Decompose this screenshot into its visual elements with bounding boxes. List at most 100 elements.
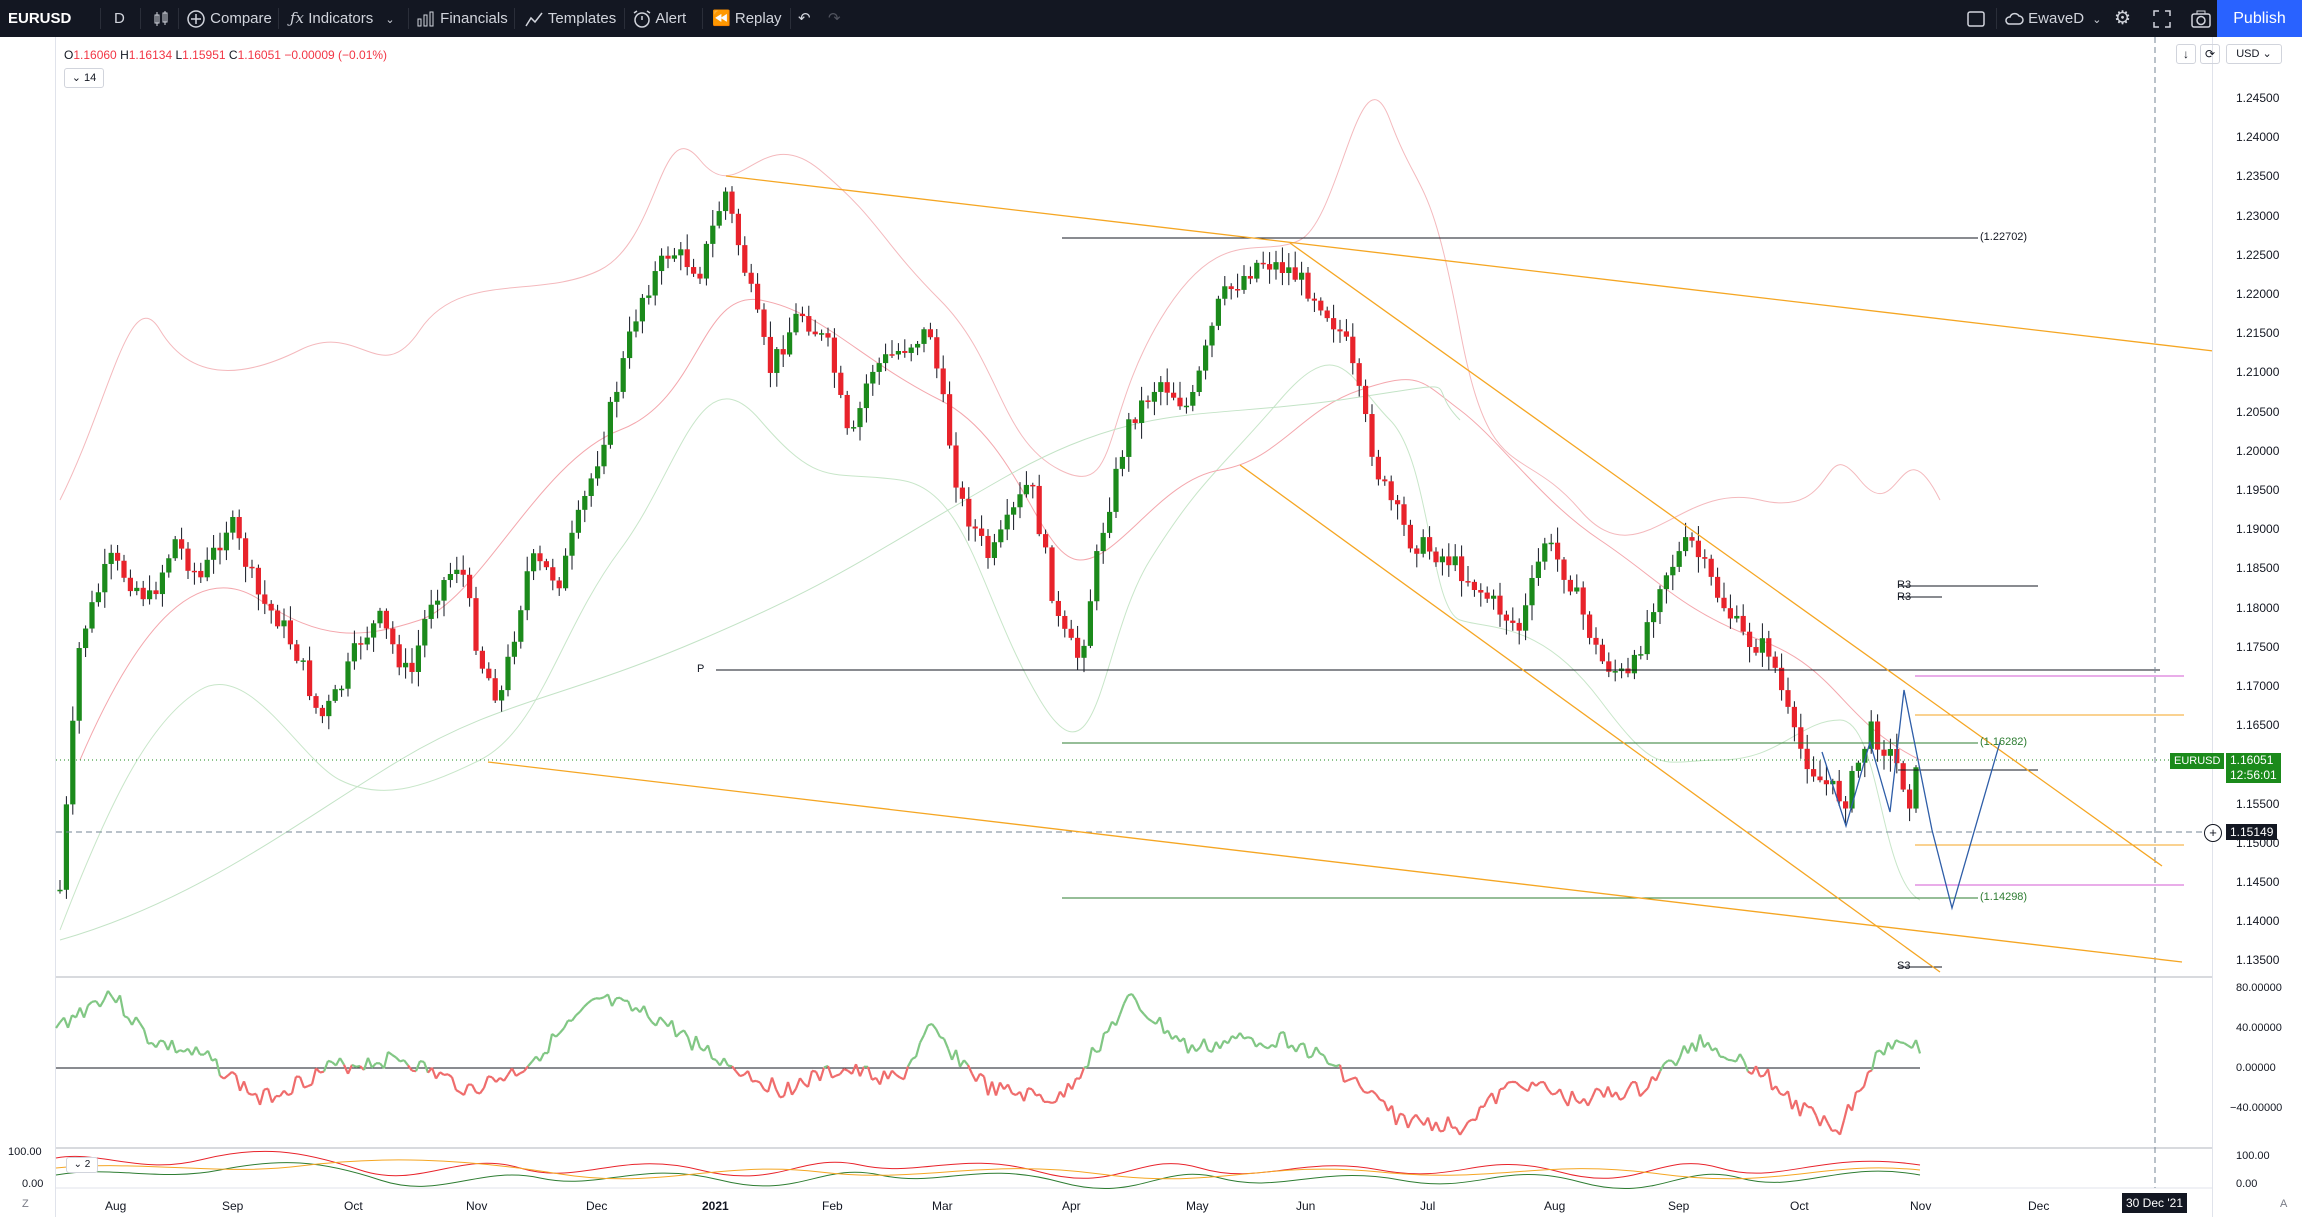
rsi-segment	[931, 1023, 937, 1030]
rsi-segment	[1022, 1087, 1030, 1102]
rsi-segment	[1499, 1087, 1505, 1091]
add-alert-button[interactable]: +	[2204, 824, 2222, 842]
undo-button[interactable]: ↶	[798, 0, 811, 37]
snapshot-button[interactable]	[2190, 0, 2212, 37]
rsi-segment	[163, 1040, 169, 1051]
stoch-collapse-button[interactable]: ⌄ 2	[66, 1157, 98, 1173]
rsi-segment	[1575, 1099, 1581, 1105]
candle-body	[479, 650, 485, 669]
price-axis[interactable]	[2212, 37, 2302, 1217]
time-tick: Sep	[222, 1199, 244, 1213]
candle-body	[492, 678, 498, 701]
stoch-group	[55, 1150, 1921, 1190]
templates-label: Templates	[547, 10, 617, 27]
rsi-segment	[858, 1066, 866, 1077]
rsi-segment	[447, 1073, 453, 1079]
candle-body	[390, 628, 396, 645]
candle-body	[1273, 262, 1279, 270]
candle-body	[863, 383, 869, 409]
redo-icon: ↷	[828, 10, 841, 27]
rsi-segment	[1379, 1098, 1385, 1103]
indicators-button[interactable]: ƒx Indicators ⌄	[290, 0, 395, 37]
rsi-segment	[1507, 1080, 1513, 1084]
symbol-search-button[interactable]: EURUSD	[8, 0, 71, 37]
candle-body	[422, 618, 428, 646]
candle-body	[467, 574, 473, 599]
rsi-segment	[1247, 1036, 1253, 1040]
candle-body	[1369, 414, 1375, 457]
time-tick: May	[1186, 1199, 1209, 1213]
rsi-segment	[242, 1080, 250, 1094]
time-tick: Aug	[1544, 1199, 1566, 1213]
currency-select[interactable]: USD ⌄	[2226, 44, 2282, 64]
timezone-button[interactable]: Z	[22, 1198, 29, 1210]
reset-view-button[interactable]: ⟳	[2200, 44, 2220, 64]
rsi-segment	[755, 1079, 761, 1084]
rsi-segment	[1051, 1100, 1057, 1105]
candle-body	[1465, 581, 1471, 583]
rsi-segment	[254, 1093, 262, 1106]
rsi-segment	[811, 1069, 817, 1073]
rsi-segment	[922, 1024, 930, 1036]
rsi-segment	[1842, 1104, 1850, 1121]
redo-button[interactable]: ↷	[828, 0, 841, 37]
rsi-segment	[914, 1042, 922, 1058]
candle-body	[876, 363, 882, 372]
legend-open: 1.16060	[73, 48, 117, 62]
interval-button[interactable]: D	[114, 0, 125, 37]
candle-body	[1663, 575, 1669, 590]
auto-scale-button[interactable]: A	[2280, 1198, 2287, 1210]
scroll-down-button[interactable]: ↓	[2176, 44, 2196, 64]
fullscreen-layout-button[interactable]	[1966, 0, 1986, 37]
rsi-segment	[1463, 1121, 1469, 1130]
candle-body	[1203, 345, 1209, 371]
rsi-segment	[1786, 1090, 1794, 1110]
fullscreen-button[interactable]	[2152, 0, 2172, 37]
candle-body	[582, 495, 588, 510]
compare-button[interactable]: Compare	[186, 0, 272, 37]
publish-button[interactable]: Publish	[2217, 0, 2302, 37]
rsi-segment	[227, 1071, 233, 1077]
candle-body	[1318, 300, 1324, 311]
rsi-segment	[782, 1081, 790, 1097]
templates-button[interactable]: Templates	[524, 0, 616, 37]
chevron-down-icon: ⌄	[73, 1159, 83, 1170]
rsi-segment	[971, 1073, 977, 1083]
rsi-segment	[919, 1034, 925, 1044]
candle-body	[1567, 579, 1573, 592]
rsi-segment	[351, 1063, 357, 1068]
candle-body	[550, 567, 556, 581]
rsi-segment	[1175, 1035, 1181, 1043]
rsi-segment	[982, 1076, 990, 1096]
rsi-segment	[1031, 1088, 1037, 1097]
candle-body	[319, 707, 325, 717]
indicator-collapse-button[interactable]: ⌄ 14	[64, 68, 104, 88]
rsi-segment	[1646, 1076, 1654, 1089]
bar-style-button[interactable]	[152, 0, 170, 37]
price-tick: 1.19500	[2236, 483, 2280, 497]
rsi-segment	[1027, 1087, 1033, 1091]
rsi-segment	[1627, 1081, 1633, 1090]
rsi-segment	[1707, 1041, 1713, 1052]
financials-button[interactable]: Financials	[416, 0, 508, 37]
rsi-segment	[266, 1088, 274, 1103]
rsi-segment	[683, 1029, 689, 1038]
rsi-segment	[591, 997, 597, 1001]
rsi-segment	[175, 1049, 181, 1054]
candle-body	[358, 643, 364, 645]
rsi-segment	[1127, 992, 1133, 997]
candle-body	[703, 243, 709, 279]
candles-group	[57, 186, 1919, 899]
settings-button[interactable]: ⚙	[2114, 0, 2131, 37]
rsi-segment	[399, 1059, 405, 1063]
legend-change: −0.00009 (−0.01%)	[284, 48, 388, 62]
layout-menu-button[interactable]: EwaveD ⌄	[2004, 0, 2101, 37]
alert-button[interactable]: Alert	[632, 0, 686, 37]
candle-body	[172, 539, 178, 559]
candle-body	[1830, 780, 1836, 785]
replay-button[interactable]: ⏪ Replay	[712, 0, 782, 37]
rsi-segment	[1490, 1092, 1498, 1105]
rsi-segment	[1590, 1088, 1598, 1099]
price-tick: 1.23500	[2236, 169, 2280, 184]
